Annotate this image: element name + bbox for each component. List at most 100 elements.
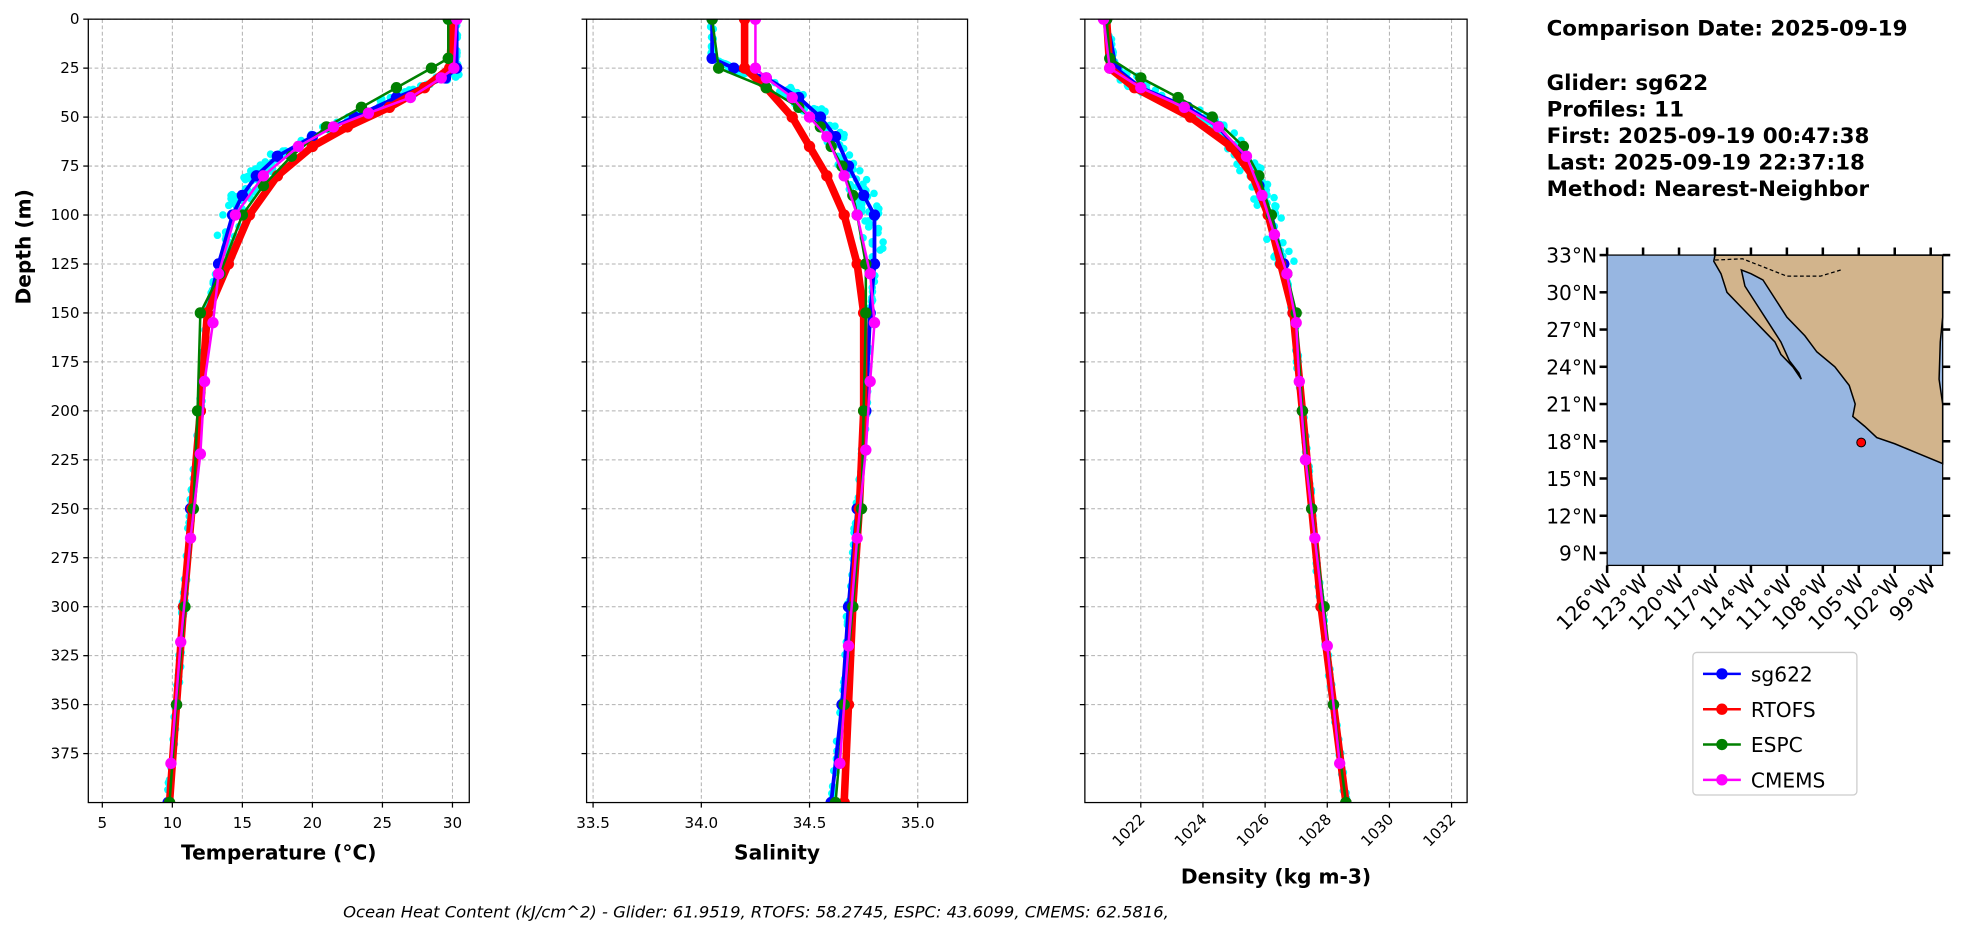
glider-scatter-point: [879, 238, 887, 246]
data-point-CMEMS: [229, 209, 242, 221]
glider-scatter-point: [878, 244, 887, 253]
data-point-CMEMS: [860, 444, 872, 456]
glider-scatter-point: [856, 200, 864, 208]
glider-scatter-point: [856, 166, 864, 175]
y-tick-label: 375: [51, 745, 80, 763]
data-point-RTOFS: [821, 170, 833, 182]
data-point-ESPC: [425, 62, 438, 74]
first-time: First: 2025-09-19 00:47:38: [1547, 124, 1870, 149]
x-tick-label: 1030: [1357, 810, 1397, 850]
data-point-CMEMS: [207, 317, 219, 329]
legend-marker-ESPC: [1716, 738, 1728, 751]
legend-label-CMEMS: CMEMS: [1751, 768, 1825, 792]
glider-scatter-point: [227, 191, 235, 200]
data-point-RTOFS: [838, 209, 850, 221]
data-point-ESPC: [814, 121, 827, 133]
legend-label-ESPC: ESPC: [1751, 733, 1803, 757]
y-tick-label: 50: [60, 108, 79, 126]
data-point-ESPC: [857, 405, 870, 417]
x-tick-label: 15: [233, 814, 252, 832]
data-point-RTOFS: [851, 258, 863, 270]
y-tick-label: 0: [70, 10, 80, 28]
data-point-CMEMS: [1309, 532, 1321, 544]
data-point-ESPC: [829, 796, 842, 803]
y-tick-label: 350: [51, 696, 80, 714]
glider-scatter-point: [1290, 257, 1298, 265]
glider-scatter-point: [1236, 166, 1244, 175]
ocean-heat-content: Ocean Heat Content (kJ/cm^2) - Glider: 6…: [343, 902, 1169, 921]
data-point-ESPC: [712, 62, 725, 74]
data-point-sg622: [857, 189, 870, 202]
data-point-CMEMS: [1178, 101, 1190, 113]
legend-label-sg622: sg622: [1751, 662, 1813, 686]
data-point-CMEMS: [760, 72, 772, 84]
glider-scatter-point: [1285, 247, 1293, 256]
comparison-date: Comparison Date: 2025-09-19: [1547, 17, 1908, 42]
data-point-CMEMS: [1334, 757, 1346, 770]
x-axis-label: Temperature (°C): [181, 840, 376, 864]
data-point-CMEMS: [194, 448, 207, 460]
data-point-CMEMS: [1212, 121, 1225, 133]
x-tick-label: 1028: [1295, 810, 1335, 850]
info-text: Comparison Date: 2025-09-19 Glider: sg62…: [1547, 17, 1908, 202]
data-point-ESPC: [390, 82, 403, 94]
x-tick-label: 25: [373, 814, 392, 832]
x-tick-label: 1022: [1109, 810, 1149, 850]
data-point-CMEMS: [1240, 150, 1253, 162]
data-point-CMEMS: [868, 317, 881, 329]
plot-frame: [585, 18, 969, 804]
data-point-sg622: [868, 209, 881, 221]
data-point-CMEMS: [184, 532, 197, 544]
x-tick-label: 34.5: [793, 814, 827, 832]
data-point-CMEMS: [1256, 189, 1268, 202]
lat-tick-label: 24°N: [1546, 355, 1597, 379]
legend-marker-sg622: [1716, 668, 1728, 680]
data-point-sg622: [236, 189, 249, 202]
profile-panel-1: 0 25 50 75 100 125 150 175 200 225 250 275 300 325 350…: [11, 10, 470, 864]
glider-location-marker: [1856, 437, 1867, 448]
location-map: 33°N30°N27°N24°N21°N18°N15°N12°N9°N126°W…: [1546, 244, 1951, 635]
data-point-CMEMS: [834, 757, 846, 770]
data-point-CMEMS: [1097, 19, 1110, 25]
glider-scatter-point: [1272, 202, 1280, 211]
data-point-RTOFS: [803, 140, 816, 153]
data-point-CMEMS: [851, 532, 863, 544]
data-point-RTOFS: [1184, 111, 1197, 123]
glider-scatter-point: [839, 133, 847, 141]
data-point-CMEMS: [198, 375, 211, 388]
x-tick-label: 35.0: [901, 814, 935, 832]
data-point-ESPC: [1206, 111, 1218, 123]
plot-frame: [1084, 18, 1468, 804]
glider-scatter-point: [1253, 201, 1262, 209]
y-tick-label: 25: [60, 59, 79, 77]
legend-marker-RTOFS: [1716, 703, 1728, 715]
data-point-CMEMS: [1281, 268, 1293, 280]
lat-tick-label: 15°N: [1546, 467, 1597, 491]
x-axis-label: Salinity: [734, 840, 820, 864]
data-point-CMEMS: [165, 757, 177, 770]
x-tick-label: 5: [97, 814, 107, 832]
lat-tick-label: 18°N: [1546, 430, 1597, 454]
data-point-ESPC: [860, 307, 872, 319]
y-tick-label: 225: [51, 451, 80, 469]
data-point-CMEMS: [1293, 375, 1305, 388]
plot-frame: [87, 18, 470, 804]
y-axis-label: Depth (m): [11, 189, 35, 304]
series-line-CMEMS: [754, 19, 876, 764]
glider-scatter-point: [862, 175, 871, 184]
data-point-sg622: [728, 62, 740, 74]
data-point-CMEMS: [803, 111, 816, 123]
data-point-RTOFS: [738, 62, 751, 74]
y-tick-label: 125: [51, 255, 80, 273]
legend-label-RTOFS: RTOFS: [1751, 698, 1816, 722]
y-tick-label: 300: [51, 598, 80, 616]
x-tick-label: 30: [443, 814, 462, 832]
land: [1712, 254, 1944, 465]
y-tick-label: 150: [51, 304, 80, 322]
x-axis-label: Density (kg m-3): [1181, 864, 1371, 888]
x-tick-label: 1024: [1171, 810, 1211, 850]
data-point-CMEMS: [1290, 317, 1302, 329]
data-point-CMEMS: [292, 140, 305, 153]
glider-scatter-point: [865, 220, 874, 228]
